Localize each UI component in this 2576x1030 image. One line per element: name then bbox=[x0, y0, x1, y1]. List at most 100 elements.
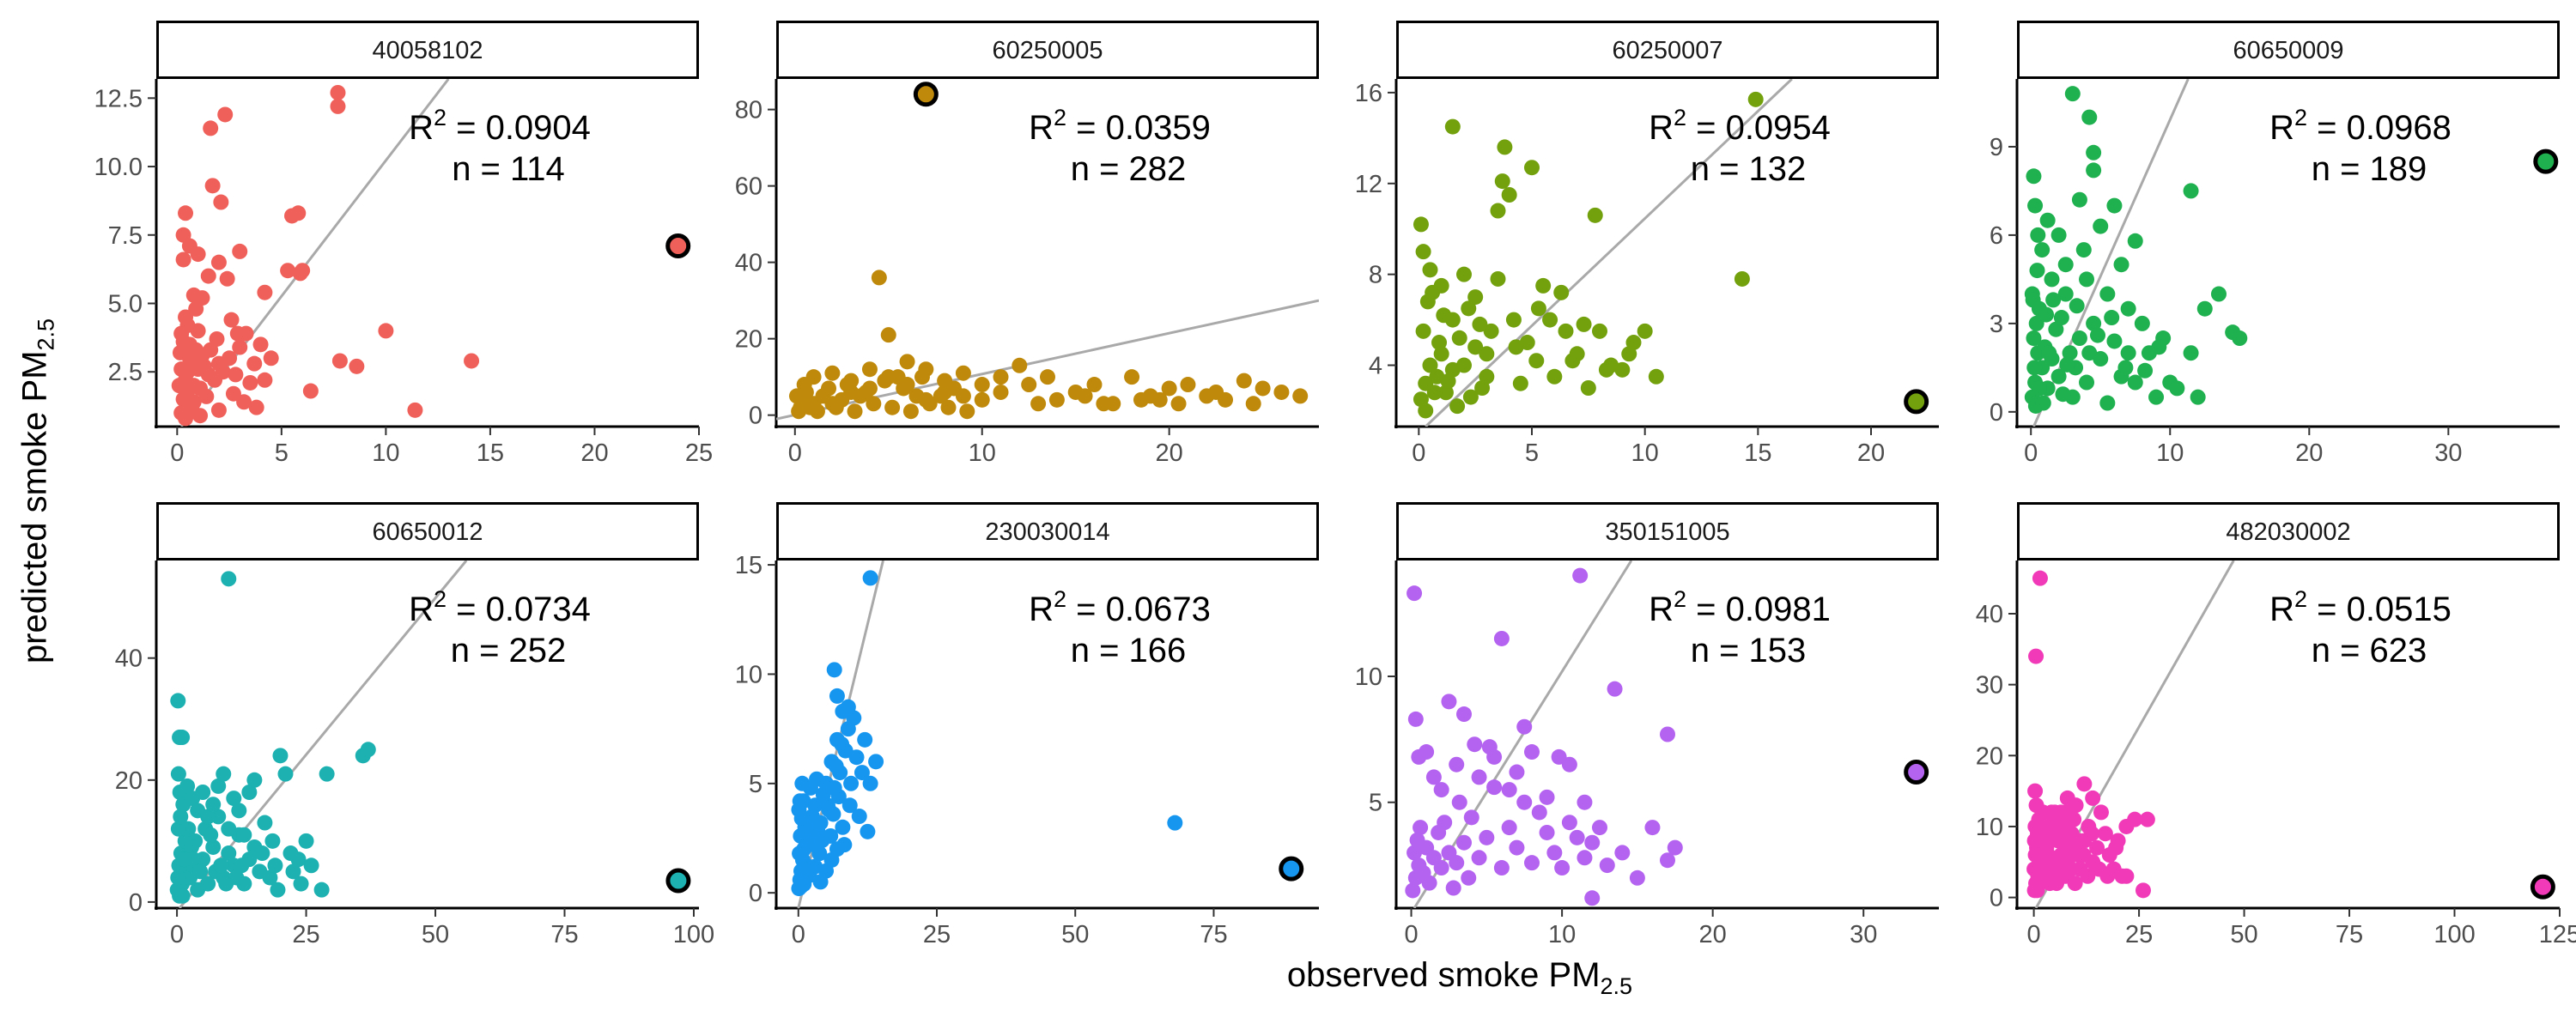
scatter-point bbox=[2050, 833, 2067, 849]
scatter-point bbox=[2050, 227, 2067, 243]
x-tick-label: 20 bbox=[1857, 439, 1885, 467]
scatter-point bbox=[221, 821, 237, 837]
scatter-point bbox=[219, 270, 235, 287]
scatter-point bbox=[2034, 242, 2050, 258]
facet-strip-label: 60250007 bbox=[1612, 37, 1722, 64]
y-axis-title-text: predicted smoke PM bbox=[15, 350, 54, 664]
scatter-point bbox=[1418, 403, 1434, 419]
scatter-point bbox=[1539, 789, 1555, 805]
scatter-point bbox=[857, 731, 873, 748]
scatter-point bbox=[2075, 847, 2092, 863]
scatter-point bbox=[2169, 380, 2185, 397]
scatter-point bbox=[2048, 321, 2064, 337]
scatter-point bbox=[1077, 388, 1093, 404]
scatter-point bbox=[272, 748, 289, 764]
scatter-point bbox=[302, 383, 319, 399]
scatter-point bbox=[2059, 356, 2075, 373]
y-tick-label: 0 bbox=[129, 889, 143, 917]
scatter-point bbox=[2044, 271, 2060, 288]
scatter-point bbox=[204, 178, 221, 194]
r-squared-superscript: 2 bbox=[1674, 105, 1686, 130]
scatter-point bbox=[1587, 207, 1603, 223]
scatter-point bbox=[174, 730, 191, 746]
scatter-point bbox=[280, 263, 296, 279]
scatter-point bbox=[807, 797, 823, 814]
facet-strip bbox=[1396, 502, 1939, 560]
scatter-point bbox=[349, 358, 365, 374]
scatter-point bbox=[794, 775, 811, 791]
scatter-point bbox=[2080, 868, 2096, 884]
scatter-point bbox=[2106, 333, 2123, 349]
scatter-point bbox=[2081, 109, 2098, 125]
y-tick-label: 2.5 bbox=[108, 359, 143, 386]
y-tick-label: 5 bbox=[749, 771, 762, 798]
scatter-point bbox=[246, 355, 263, 372]
r-squared-label: R2 = 0.0981 bbox=[1649, 586, 1831, 628]
scatter-point bbox=[2025, 292, 2041, 308]
y-axis-title: predicted smoke PM2.5 bbox=[16, 318, 60, 663]
scatter-point bbox=[228, 869, 245, 886]
scatter-point bbox=[1467, 289, 1484, 306]
scatter-point bbox=[267, 857, 283, 874]
scatter-point bbox=[877, 373, 893, 389]
scatter-point bbox=[2029, 263, 2045, 279]
x-axis-title-text: observed smoke PM bbox=[1286, 956, 1601, 994]
scatter-point bbox=[1561, 756, 1577, 772]
scatter-point bbox=[2057, 257, 2074, 273]
x-tick-label: 20 bbox=[1156, 439, 1183, 467]
scatter-point bbox=[839, 377, 855, 393]
scatter-point bbox=[1479, 829, 1495, 845]
scatter-point bbox=[809, 403, 825, 420]
scatter-point bbox=[313, 882, 330, 898]
scatter-point bbox=[2137, 362, 2154, 379]
scatter-point bbox=[1546, 845, 1563, 861]
facet-strip bbox=[1396, 21, 1939, 79]
scatter-point bbox=[821, 380, 837, 397]
scatter-point bbox=[172, 344, 188, 360]
outlier-point bbox=[665, 868, 691, 894]
y-tick-label: 40 bbox=[115, 645, 143, 673]
x-tick-label: 5 bbox=[1525, 439, 1539, 467]
panel-40058102: 40058102 0 5 10 15 20 25 2.5 5.0 7.5 10.0 12.5 R2 = … bbox=[94, 21, 713, 467]
scatter-point bbox=[843, 775, 860, 791]
scatter-point bbox=[1406, 845, 1423, 861]
scatter-point bbox=[2106, 197, 2123, 214]
r-squared-label: R2 = 0.0359 bbox=[1029, 105, 1211, 147]
y-tick-label: 10.0 bbox=[94, 154, 143, 181]
scatter-point bbox=[847, 403, 863, 420]
scatter-point bbox=[835, 819, 851, 835]
scatter-point bbox=[198, 388, 215, 404]
panel-60650012: 60650012 0 25 50 75 100 0 20 40 R2 = 0.0734 n = 25… bbox=[115, 502, 714, 948]
scatter-point bbox=[1449, 855, 1465, 871]
scatter-point bbox=[1564, 353, 1581, 369]
scatter-point bbox=[236, 394, 252, 410]
scatter-point bbox=[2069, 298, 2085, 314]
y-tick-label: 40 bbox=[735, 250, 762, 277]
scatter-point bbox=[800, 858, 817, 875]
scatter-point bbox=[1524, 744, 1540, 760]
y-tick-label: 9 bbox=[1990, 134, 2003, 161]
scatter-point bbox=[1170, 396, 1187, 412]
x-tick-label: 20 bbox=[580, 439, 608, 467]
scatter-point bbox=[293, 876, 309, 892]
scatter-point bbox=[1086, 377, 1103, 393]
scatter-point bbox=[174, 888, 191, 904]
scatter-point bbox=[1463, 809, 1479, 826]
scatter-point bbox=[178, 205, 194, 221]
y-axis-title-subscript: 2.5 bbox=[33, 318, 59, 351]
scatter-point bbox=[209, 330, 225, 347]
scatter-point bbox=[242, 374, 258, 391]
scatter-point bbox=[298, 833, 314, 849]
scatter-point bbox=[210, 402, 227, 418]
scatter-point bbox=[2064, 86, 2081, 102]
scatter-point bbox=[2084, 826, 2100, 842]
y-tick-label: 7.5 bbox=[108, 222, 143, 250]
scatter-point bbox=[2062, 345, 2078, 361]
scatter-point bbox=[303, 857, 319, 874]
scatter-point bbox=[1413, 216, 1429, 233]
sample-size-label: n = 252 bbox=[451, 632, 567, 670]
r-squared-symbol: R bbox=[1649, 591, 1674, 628]
scatter-point bbox=[2089, 839, 2105, 856]
scatter-point bbox=[257, 815, 273, 831]
